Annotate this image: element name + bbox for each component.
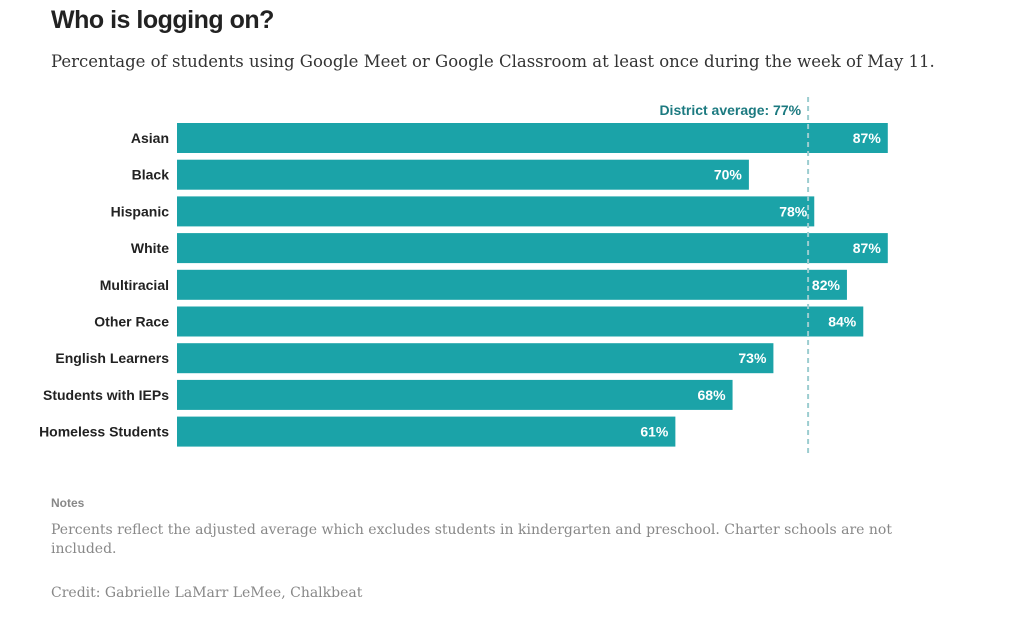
- category-label: White: [131, 240, 169, 256]
- value-label: 61%: [640, 424, 669, 440]
- credit: Credit: Gabrielle LaMarr LeMee, Chalkbea…: [51, 585, 363, 601]
- bar: [177, 233, 888, 264]
- bar: [177, 269, 847, 300]
- category-label: English Learners: [55, 350, 169, 366]
- category-label: Other Race: [94, 314, 169, 330]
- category-label: Black: [132, 167, 170, 183]
- category-label: Homeless Students: [39, 424, 169, 440]
- bar: [177, 196, 815, 227]
- bar: [177, 159, 749, 190]
- value-label: 84%: [828, 314, 857, 330]
- value-label: 87%: [853, 130, 882, 146]
- notes-heading: Notes: [51, 496, 85, 510]
- bar-chart: Asian 87% Black 70% Hispanic 78% White 87% Multi…: [39, 97, 888, 455]
- value-label: 68%: [698, 387, 727, 403]
- value-label: 73%: [738, 350, 767, 366]
- bar: [177, 123, 888, 153]
- category-label: Asian: [131, 130, 169, 146]
- value-label: 78%: [779, 203, 808, 219]
- bar: [177, 416, 676, 447]
- district-average-label: District average: 77%: [659, 102, 801, 118]
- category-label: Hispanic: [111, 203, 170, 219]
- value-label: 70%: [714, 167, 743, 183]
- bar: [177, 306, 864, 337]
- chart-title: Who is logging on?: [51, 6, 274, 34]
- bar: [177, 343, 774, 374]
- value-label: 82%: [812, 277, 841, 293]
- bar: [177, 379, 733, 410]
- notes-text: Percents reflect the adjusted average wh…: [51, 522, 892, 557]
- category-label: Multiracial: [100, 277, 169, 293]
- category-label: Students with IEPs: [43, 387, 169, 403]
- chart-subtitle: Percentage of students using Google Meet…: [51, 52, 935, 71]
- value-label: 87%: [853, 240, 882, 256]
